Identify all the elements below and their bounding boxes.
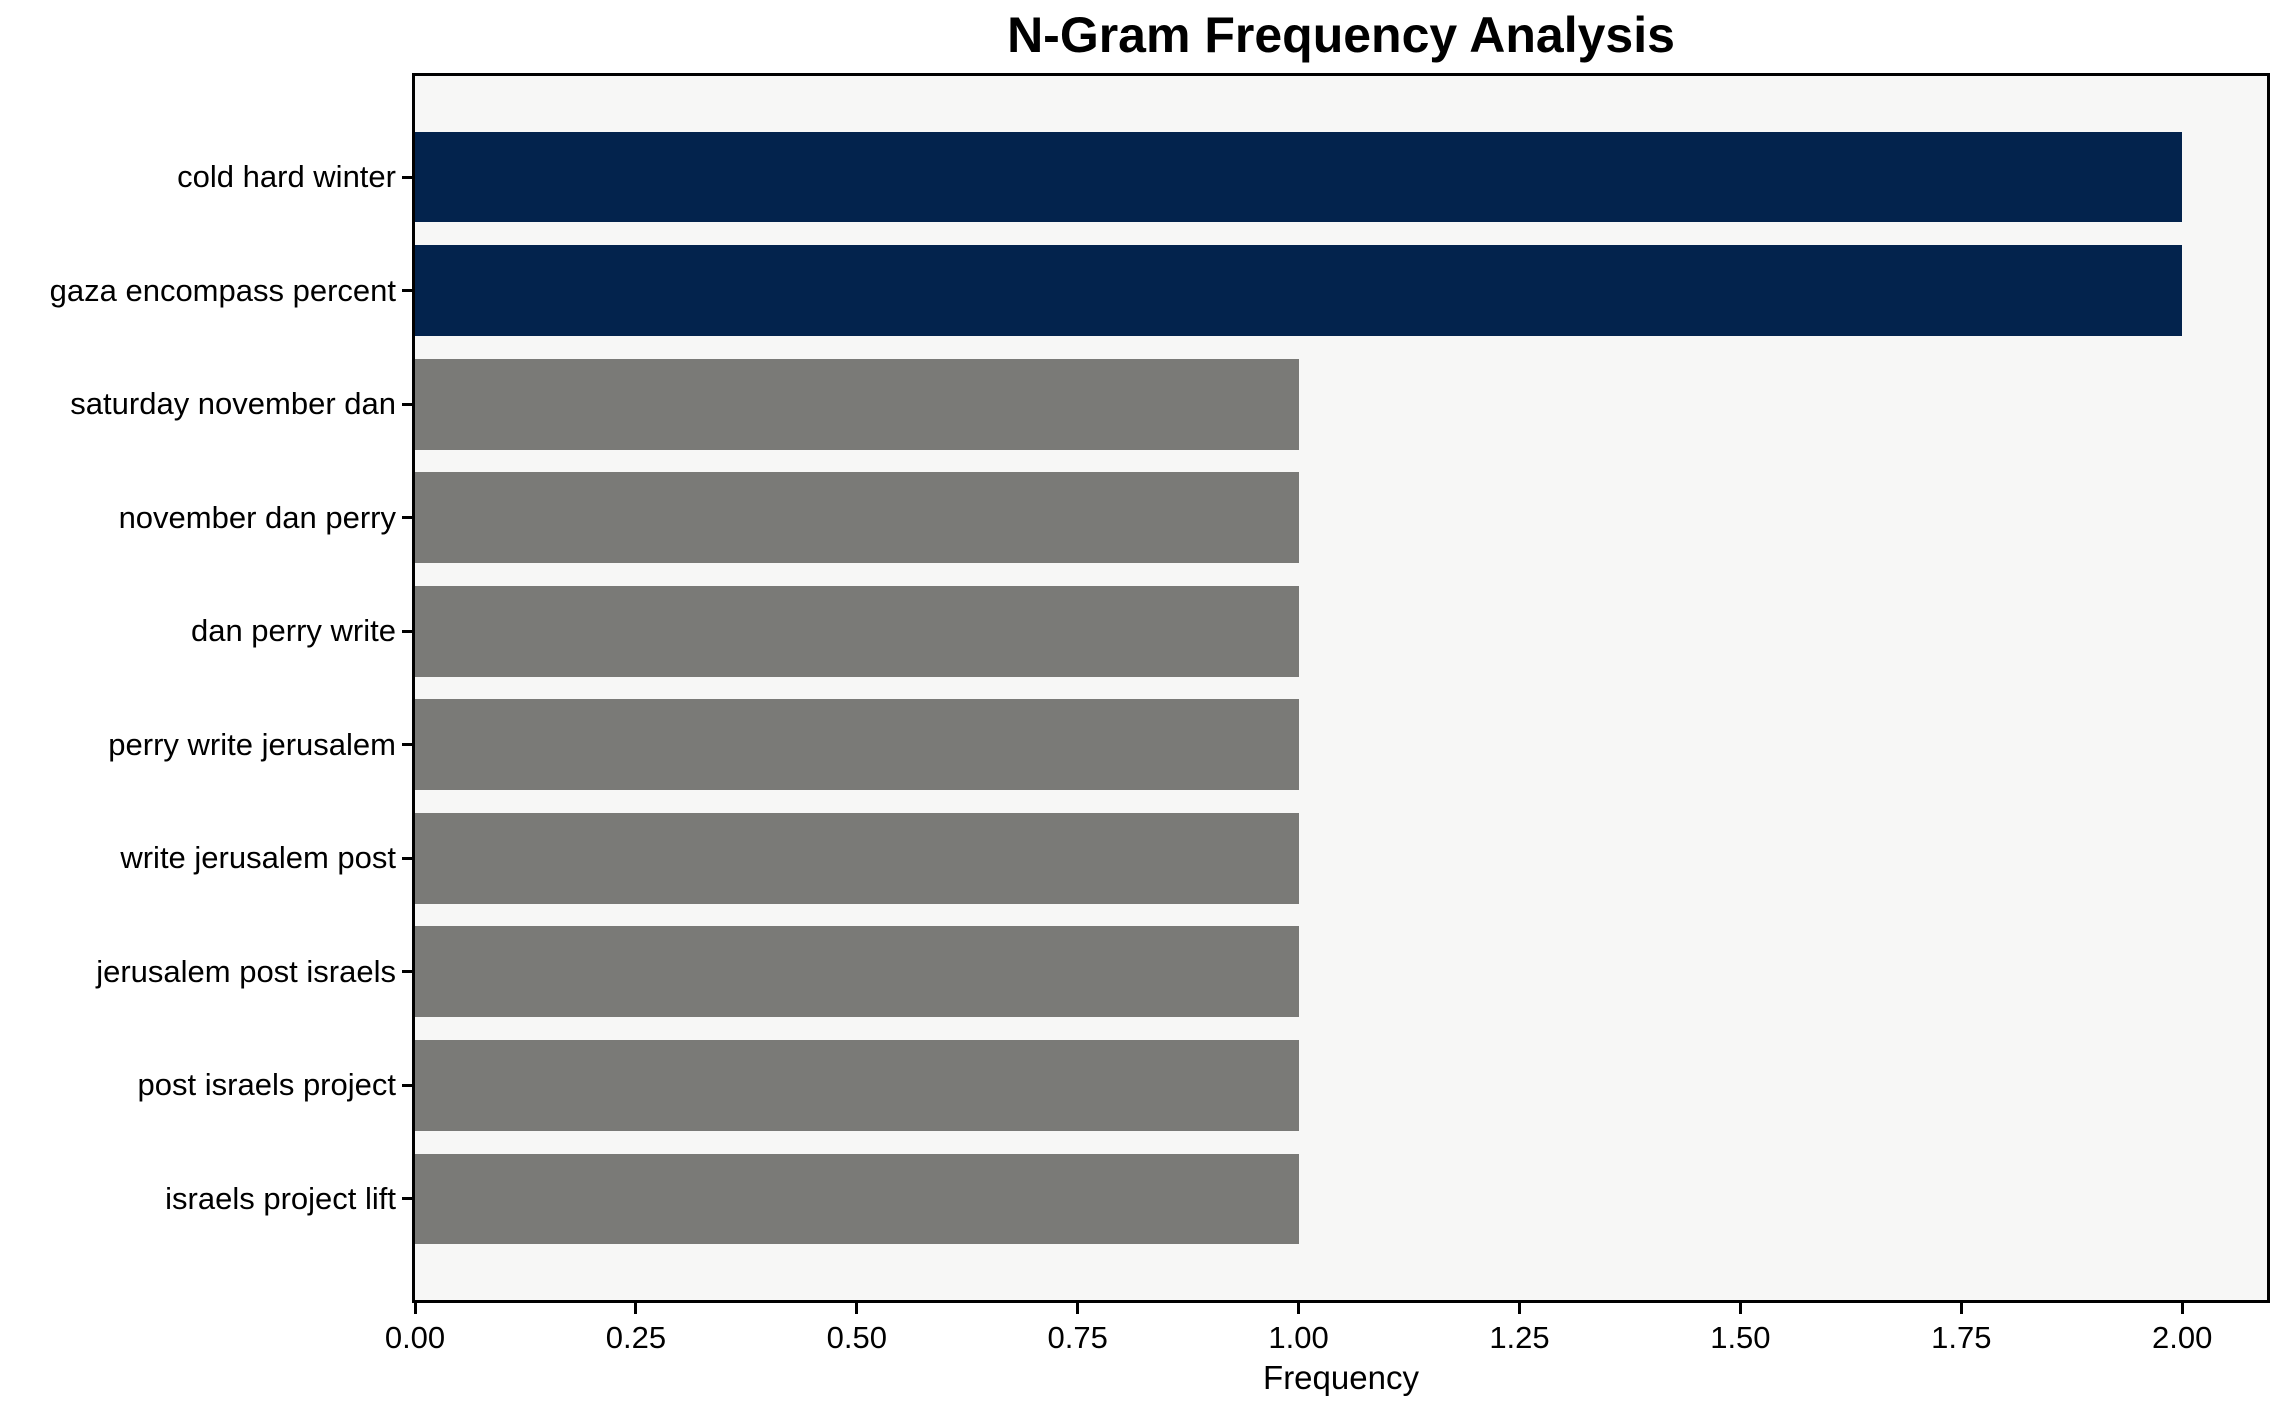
- x-axis-tick: [1517, 1303, 1521, 1314]
- y-axis-tick: [402, 402, 412, 406]
- chart-title: N-Gram Frequency Analysis: [1007, 7, 1675, 63]
- bar: [415, 926, 1299, 1018]
- y-axis-label: write jerusalem post: [120, 840, 396, 876]
- y-axis-tick: [402, 1083, 412, 1087]
- x-axis-tick-label: 1.50: [1710, 1320, 1771, 1355]
- x-axis-tick-label: 1.25: [1489, 1320, 1550, 1355]
- x-axis-label: Frequency: [1263, 1359, 1419, 1396]
- y-axis-label: saturday november dan: [70, 386, 396, 422]
- bar: [415, 585, 1299, 677]
- x-axis-tick-label: 0.75: [1047, 1320, 1108, 1355]
- y-axis-label: dan perry write: [190, 613, 396, 649]
- x-axis-tick-label: 1.75: [1931, 1320, 1992, 1355]
- y-axis-tick: [402, 175, 412, 179]
- y-axis-tick: [402, 1197, 412, 1201]
- x-axis-tick: [1738, 1303, 1742, 1314]
- x-axis-tick: [1076, 1303, 1080, 1314]
- x-axis-tick: [634, 1303, 638, 1314]
- y-axis-tick: [402, 743, 412, 747]
- y-axis-tick: [402, 856, 412, 860]
- y-axis-label: israels project lift: [165, 1180, 396, 1216]
- bar: [415, 812, 1299, 904]
- plot-area: [412, 73, 2270, 1303]
- x-axis-tick-label: 0.50: [826, 1320, 887, 1355]
- y-axis-tick: [402, 970, 412, 974]
- bar: [415, 131, 2183, 223]
- x-axis-tick: [855, 1303, 859, 1314]
- x-axis-tick-label: 1.00: [1268, 1320, 1329, 1355]
- bar: [415, 1039, 1299, 1131]
- y-axis-label: gaza encompass percent: [49, 272, 396, 308]
- x-axis-tick-label: 2.00: [2152, 1320, 2213, 1355]
- y-axis-label: perry write jerusalem: [108, 726, 396, 762]
- x-axis-tick: [1297, 1303, 1301, 1314]
- x-axis-tick-label: 0.00: [384, 1320, 446, 1355]
- y-axis-tick: [402, 516, 412, 520]
- x-axis-tick-label: 0.25: [605, 1320, 667, 1355]
- bar: [415, 1153, 1299, 1245]
- y-axis-label: cold hard winter: [177, 159, 396, 195]
- bar: [415, 358, 1299, 450]
- bar: [415, 245, 2183, 336]
- y-axis-label: post israels project: [137, 1067, 396, 1103]
- bar: [415, 472, 1299, 564]
- y-axis-label: november dan perry: [118, 499, 396, 535]
- y-axis-label: jerusalem post israels: [96, 953, 396, 989]
- y-axis-tick: [402, 629, 412, 633]
- x-axis-tick: [1959, 1303, 1963, 1314]
- x-axis-tick: [2180, 1303, 2184, 1314]
- x-axis-tick: [413, 1303, 417, 1314]
- bar: [415, 699, 1299, 791]
- y-axis-tick: [402, 289, 412, 293]
